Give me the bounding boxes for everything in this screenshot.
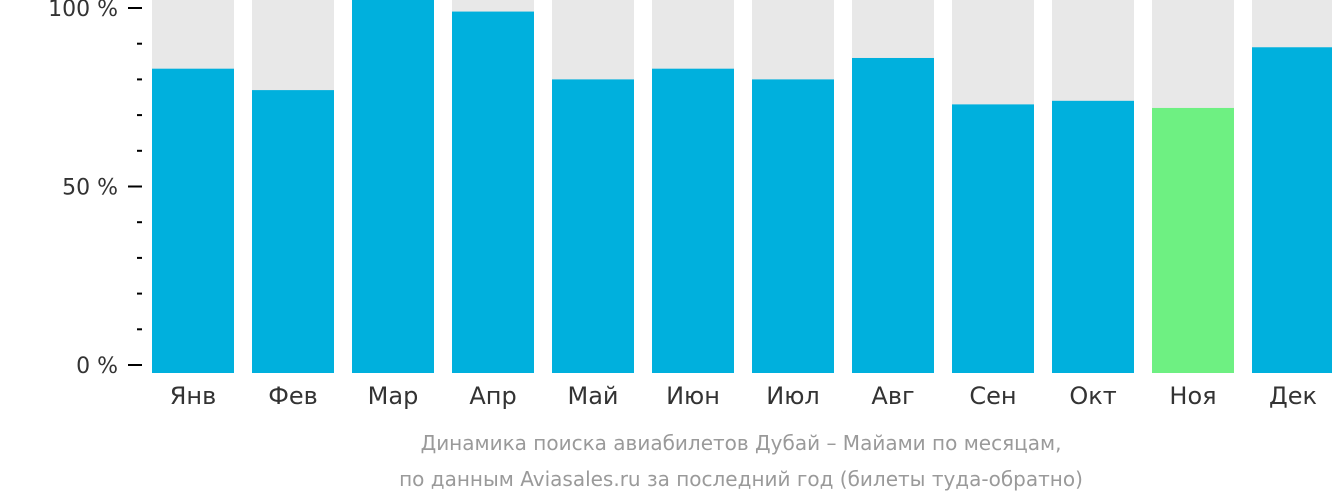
y-tick-label: 0 % [76, 354, 118, 379]
bar-11 [1152, 107, 1234, 374]
bar-4 [452, 11, 534, 373]
x-tick-label: Сен [969, 382, 1016, 410]
x-tick-label: Май [567, 382, 618, 410]
bar-3 [352, 0, 434, 373]
chart-caption-line-2: по данным Aviasales.ru за последний год … [399, 467, 1083, 491]
bar-10 [1052, 100, 1134, 373]
x-tick-label: Мар [368, 382, 419, 410]
x-tick-label: Окт [1069, 382, 1116, 410]
x-tick-label: Июн [666, 382, 720, 410]
bar-9 [952, 104, 1034, 373]
x-tick-label: Дек [1269, 382, 1317, 410]
y-tick-label: 100 % [48, 0, 118, 22]
bar-8 [852, 57, 934, 373]
x-tick-label: Фев [268, 382, 318, 410]
bar-1 [152, 68, 234, 373]
x-tick-label: Июл [766, 382, 820, 410]
bar-2 [252, 90, 334, 374]
x-tick-label: Апр [469, 382, 516, 410]
bar-7 [752, 79, 834, 374]
chart-caption-line-1: Динамика поиска авиабилетов Дубай – Майа… [420, 431, 1062, 455]
x-tick-label: Янв [170, 382, 217, 410]
bar-5 [552, 79, 634, 374]
y-tick-label: 50 % [62, 176, 118, 201]
x-tick-label: Авг [871, 382, 914, 410]
bar-6 [652, 68, 734, 373]
x-tick-label: Ноя [1169, 382, 1216, 410]
bar-12 [1252, 47, 1332, 374]
